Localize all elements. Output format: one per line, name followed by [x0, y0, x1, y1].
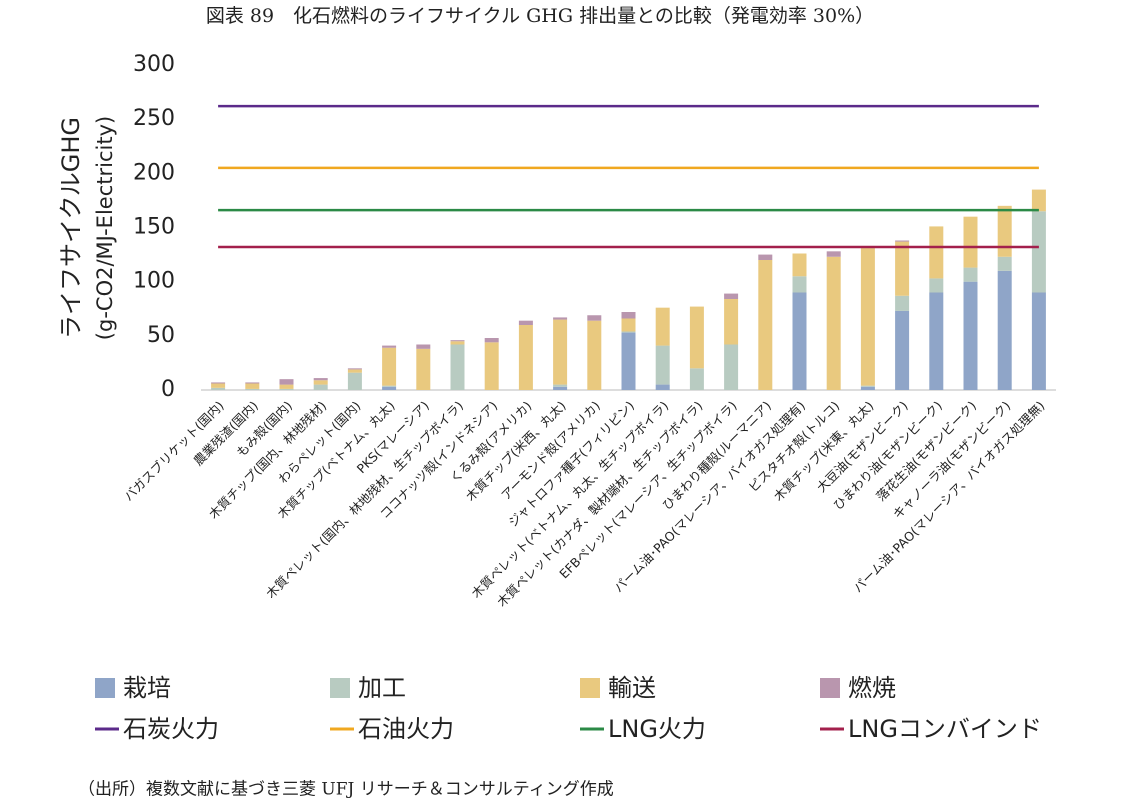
bar-segment	[279, 379, 294, 385]
bar-segment	[484, 342, 499, 390]
bar-segment	[792, 292, 807, 390]
bar-segment	[1031, 189, 1046, 212]
y-tick-label: 100	[133, 269, 175, 294]
bar-segment	[792, 253, 807, 277]
legend-label: LNG火力	[608, 715, 706, 743]
bar-segment	[1031, 292, 1046, 390]
source-note: （出所）複数文献に基づき三菱 UFJ リサーチ＆コンサルティング作成	[78, 780, 614, 800]
bar-segment	[963, 216, 978, 268]
bar-segment	[895, 240, 910, 242]
y-axis-label: (g-CO2/MJ-Electricity)	[93, 116, 117, 340]
y-tick-label: 50	[147, 323, 175, 348]
bar-segment	[347, 372, 362, 390]
bar-segment	[792, 276, 807, 293]
bar-segment	[211, 383, 226, 388]
bar-segment	[553, 319, 568, 385]
bar-segment	[484, 338, 499, 343]
legend-label: 石油火力	[358, 715, 454, 743]
bar-segment	[689, 368, 704, 390]
bar-segment	[382, 347, 397, 386]
bar-segment	[279, 384, 294, 389]
bar-segment	[450, 340, 465, 342]
y-tick-label: 250	[133, 106, 175, 131]
bar-segment	[347, 368, 362, 370]
bar-segment	[860, 248, 875, 386]
bar-segment	[587, 320, 602, 390]
bar-segment	[963, 281, 978, 390]
bar-segment	[313, 380, 328, 385]
bar-segment	[211, 382, 226, 384]
bar-segment	[450, 344, 465, 390]
bar-segment	[450, 341, 465, 345]
y-tick-label: 200	[133, 160, 175, 185]
bar-segment	[963, 267, 978, 282]
bar-segment	[895, 310, 910, 390]
bar-segment	[245, 382, 260, 384]
bar-segment	[313, 384, 328, 390]
legend-swatch	[580, 678, 600, 698]
bar-segment	[621, 312, 636, 319]
legend-label: 石炭火力	[123, 715, 219, 743]
bar-segment	[929, 278, 944, 293]
bar-segment	[382, 345, 397, 348]
bar-segment	[553, 384, 568, 387]
bar-segment	[245, 388, 260, 390]
y-axis-label: ライフサイクルGHG	[57, 117, 85, 339]
y-tick-label: 0	[161, 377, 175, 402]
bar-segment	[758, 260, 773, 390]
bar-segment	[929, 226, 944, 279]
bar-segment	[621, 332, 636, 390]
bar-segment	[724, 344, 739, 390]
bar-segment	[689, 306, 704, 369]
bar-segment	[279, 388, 294, 390]
legend-swatch	[820, 678, 840, 698]
bar-segment	[826, 251, 841, 257]
bar-segment	[997, 256, 1012, 271]
bar-segment	[655, 384, 670, 390]
bar-segment	[895, 241, 910, 296]
bar-segment	[621, 331, 636, 333]
bar-segment	[416, 348, 431, 390]
bar-segment	[724, 299, 739, 345]
bar-segment	[587, 315, 602, 321]
bar-segment	[382, 386, 397, 390]
y-tick-label: 150	[133, 215, 175, 240]
bar-segment	[245, 383, 260, 389]
bar-segment	[860, 385, 875, 387]
bar-segment	[518, 320, 533, 325]
bar-segment	[929, 292, 944, 390]
bar-segment	[553, 386, 568, 390]
bar-segment	[1031, 211, 1046, 293]
bar-segment	[518, 325, 533, 390]
bar-segment	[416, 344, 431, 349]
bar-segment	[211, 387, 226, 390]
bar-segment	[347, 369, 362, 373]
chart-title: 図表 89 化石燃料のライフサイクル GHG 排出量との比較（発電効率 30%）	[206, 5, 874, 27]
bar-segment	[895, 295, 910, 311]
bar-segment	[758, 254, 773, 260]
bar-segment	[553, 317, 568, 320]
bar-segment	[997, 205, 1012, 257]
bar-segment	[655, 307, 670, 346]
legend-swatch	[95, 678, 115, 698]
legend-label: 燃焼	[848, 674, 896, 702]
bar-segment	[313, 378, 328, 381]
legend-label: 加工	[358, 674, 406, 702]
bar-segment	[997, 270, 1012, 390]
bar-segment	[860, 386, 875, 390]
bar-segment	[826, 256, 841, 390]
legend-label: 輸送	[608, 674, 656, 702]
legend-label: LNGコンバインド	[848, 715, 1042, 743]
bar-segment	[621, 318, 636, 332]
bar-segment	[724, 293, 739, 299]
y-tick-label: 300	[133, 52, 175, 77]
legend-swatch	[330, 678, 350, 698]
legend-label: 栽培	[123, 674, 171, 702]
bar-segment	[655, 345, 670, 385]
bar-segment	[382, 385, 397, 387]
